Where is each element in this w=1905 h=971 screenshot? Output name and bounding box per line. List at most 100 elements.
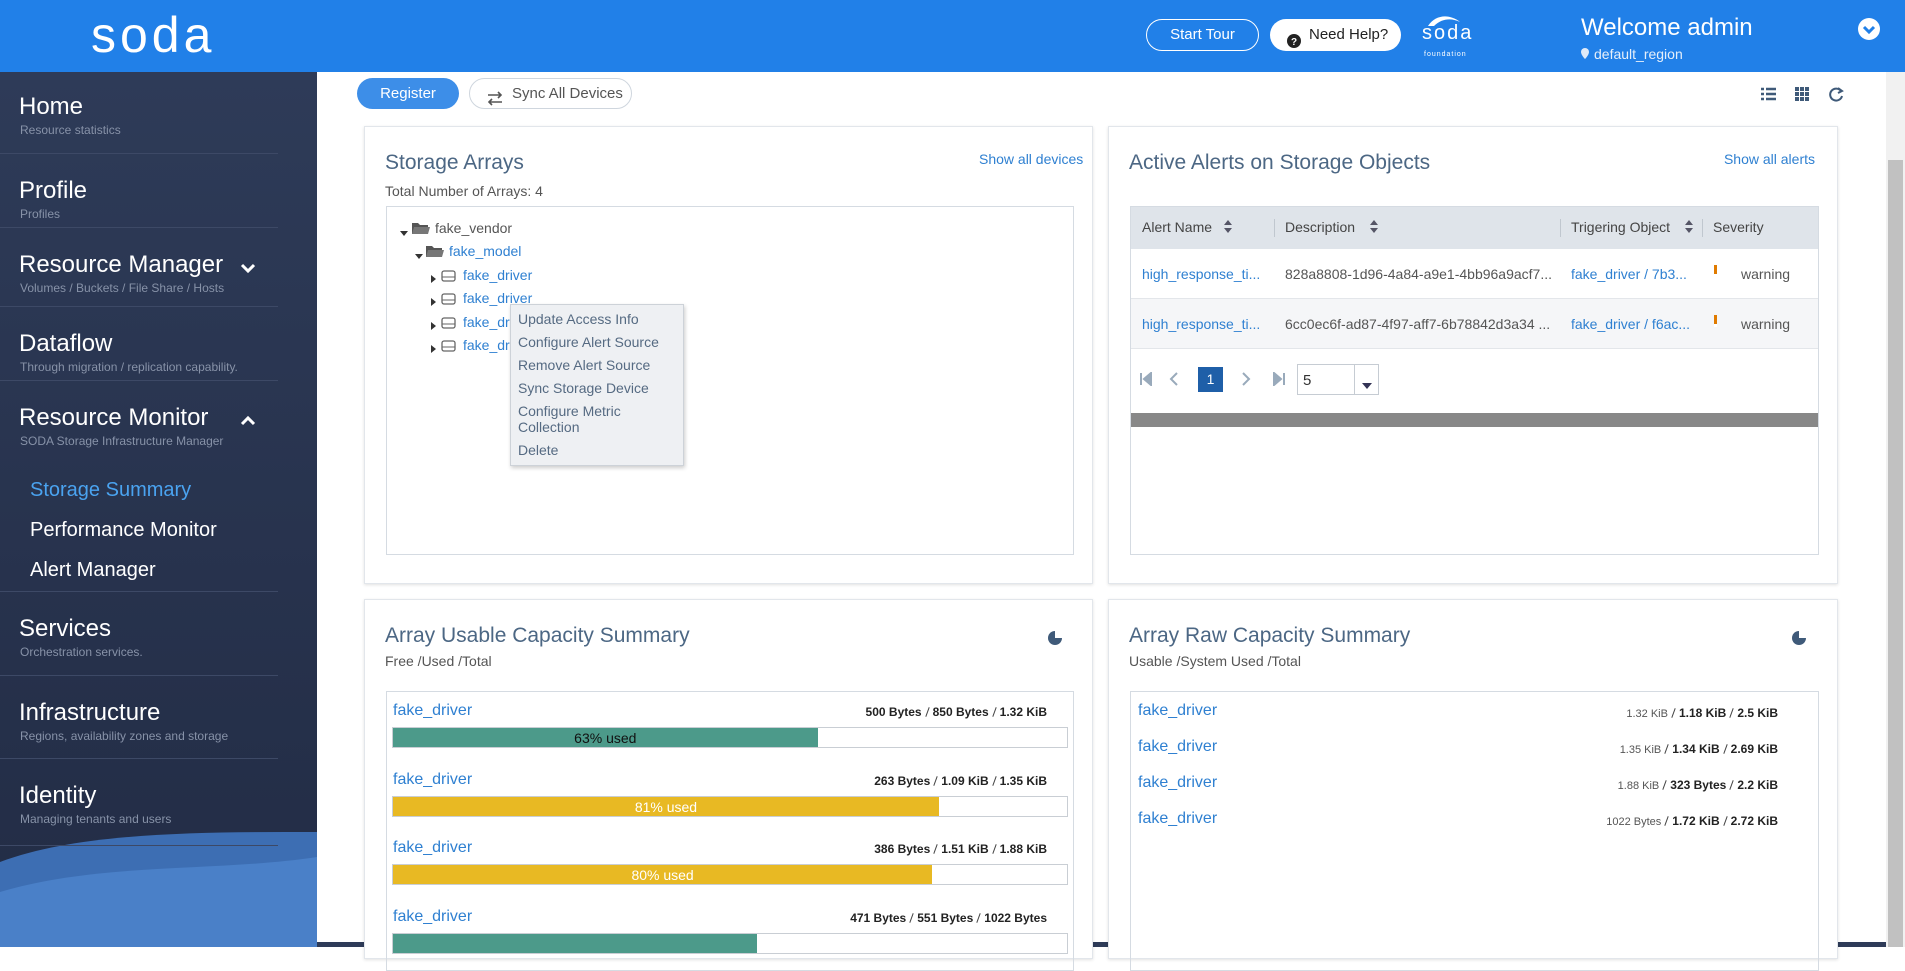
show-all-alerts[interactable]: Show all alerts	[1723, 151, 1815, 167]
device-name[interactable]: fake_driver	[1138, 810, 1218, 827]
need-help-button[interactable]: ? Need Help?	[1270, 19, 1401, 51]
panel-subtitle: Free /Used /Total	[385, 653, 492, 669]
nav-item-subtitle: Profiles	[20, 207, 61, 221]
device-name[interactable]: fake_driver	[1138, 774, 1218, 791]
nav-item-title[interactable]: Services	[19, 615, 112, 642]
tree-driver[interactable]: fake_driver	[463, 267, 533, 283]
start-tour-button[interactable]: Start Tour	[1146, 19, 1259, 51]
raw-list: fake_driver 1.32 KiB 1.18 KiB 2.5 KiB fake_d…	[1130, 691, 1819, 971]
column-header[interactable]: Description	[1285, 219, 1356, 235]
user-menu-toggle[interactable]	[1858, 18, 1880, 45]
tree-caret[interactable]	[429, 270, 437, 288]
free: 263 Bytes	[874, 773, 931, 788]
nav-divider	[0, 758, 278, 759]
device-name[interactable]: fake_driver	[393, 839, 473, 857]
nav-item-title[interactable]: Home	[19, 93, 84, 120]
nav-item-title[interactable]: Resource Monitor	[19, 404, 209, 431]
chart-toggle[interactable]	[1791, 630, 1807, 651]
triggering-object[interactable]: fake_driver / 7b3...	[1571, 266, 1687, 282]
tree-driver[interactable]: fake_driver	[463, 290, 533, 306]
scrollbar-thumb[interactable]	[1888, 160, 1903, 947]
list-view-icon[interactable]	[1761, 87, 1776, 106]
current-page[interactable]: 1	[1198, 367, 1223, 392]
context-menu-item[interactable]: Delete	[518, 442, 559, 458]
tree-caret[interactable]	[415, 247, 423, 265]
first-page[interactable]	[1140, 370, 1153, 391]
severity-icon	[1714, 265, 1717, 277]
chart-toggle[interactable]	[1047, 630, 1063, 651]
region-pin	[1581, 47, 1589, 65]
grid-view-icon[interactable]	[1795, 87, 1809, 106]
sort-icon-glyph	[1224, 220, 1232, 233]
context-menu-item[interactable]: Sync Storage Device	[518, 380, 649, 396]
device-name[interactable]: fake_driver	[1138, 702, 1218, 719]
capacity-values: 1.88 KiB 323 Bytes 2.2 KiB	[1618, 778, 1778, 792]
need-help-label: Need Help?	[1309, 26, 1389, 43]
nav-item-title[interactable]: Infrastructure	[19, 699, 161, 726]
folder-icon	[426, 244, 444, 263]
total: 1022 Bytes	[984, 910, 1047, 925]
context-menu-item[interactable]: Update Access Info	[518, 311, 639, 327]
triggering-object[interactable]: fake_driver / f6ac...	[1571, 316, 1691, 332]
folder-icon	[412, 221, 430, 240]
sort-icon[interactable]	[1684, 219, 1694, 239]
page-size-dropdown[interactable]: 5	[1297, 364, 1379, 395]
next-page[interactable]	[1241, 372, 1251, 391]
tree-caret-glyph	[431, 275, 436, 283]
alert-name[interactable]: high_response_ti...	[1142, 316, 1261, 332]
sort-icon[interactable]	[1223, 219, 1233, 239]
nav-chevron	[240, 414, 256, 432]
nav-item-title[interactable]: Identity	[19, 782, 97, 809]
capacity-values: 500 Bytes 850 Bytes 1.32 KiB	[866, 705, 1047, 719]
separator	[1671, 708, 1676, 718]
table-scrollbar	[1131, 413, 1818, 427]
show-all-devices[interactable]: Show all devices	[979, 151, 1084, 167]
used: 1.09 KiB	[941, 773, 989, 788]
dropdown-divider	[1354, 365, 1355, 394]
free: 386 Bytes	[874, 842, 931, 857]
usable-list: fake_driver 500 Bytes 850 Bytes 1.32 KiB 63%…	[386, 691, 1074, 971]
nav-item-subtitle: Regions, availability zones and storage	[20, 729, 229, 743]
context-menu-item[interactable]: Configure Metric Collection	[518, 403, 621, 435]
nav-item-title[interactable]: Resource Manager	[19, 251, 224, 278]
tree-caret[interactable]	[429, 293, 437, 311]
device-name[interactable]: fake_driver	[393, 702, 473, 719]
total: 2.5 KiB	[1737, 706, 1778, 720]
separator	[1729, 708, 1734, 718]
separator	[933, 844, 938, 855]
sync-all-button[interactable]: Sync All Devices	[469, 78, 632, 109]
context-menu-item[interactable]: Configure Alert Source	[518, 334, 659, 350]
device-name[interactable]: fake_driver	[1138, 738, 1218, 755]
last-page[interactable]	[1272, 370, 1285, 391]
usage-track: 81% used	[392, 795, 1068, 817]
nav-item-subtitle: Through migration / replication capabili…	[20, 360, 238, 374]
tree-caret[interactable]	[429, 317, 437, 335]
tree-model[interactable]: fake_model	[449, 243, 522, 259]
device-name[interactable]: fake_driver	[393, 907, 473, 925]
alert-name[interactable]: high_response_ti...	[1142, 266, 1261, 282]
nav-item-title[interactable]: Profile	[19, 177, 88, 204]
logo: soda	[91, 7, 216, 63]
tree-caret[interactable]	[400, 224, 408, 242]
nav-item-title[interactable]: Dataflow	[19, 330, 113, 357]
tree-vendor[interactable]: fake_vendor	[435, 220, 513, 236]
device-name[interactable]: fake_driver	[393, 770, 473, 788]
first-page-glyph	[1140, 370, 1152, 388]
refresh-icon[interactable]	[1829, 87, 1844, 107]
nav-item-subtitle: SODA Storage Infrastructure Manager	[20, 434, 224, 448]
tree-caret[interactable]	[429, 340, 437, 358]
column-header[interactable]: Trigering Object	[1571, 219, 1671, 235]
nav-divider	[0, 306, 278, 307]
nav-subitem[interactable]: Storage Summary	[30, 479, 192, 501]
separator	[1722, 744, 1728, 754]
column-header[interactable]: Severity	[1713, 219, 1764, 235]
sort-icon[interactable]	[1369, 219, 1379, 239]
nav-subitem[interactable]: Performance Monitor	[30, 519, 217, 541]
prev-page[interactable]	[1169, 372, 1179, 391]
usable: 1022 Bytes	[1606, 816, 1662, 828]
register-button[interactable]: Register	[357, 78, 459, 109]
column-header[interactable]: Alert Name	[1142, 219, 1213, 235]
context-menu-item[interactable]: Remove Alert Source	[518, 357, 651, 373]
separator	[909, 912, 914, 923]
nav-subitem[interactable]: Alert Manager	[30, 559, 156, 581]
